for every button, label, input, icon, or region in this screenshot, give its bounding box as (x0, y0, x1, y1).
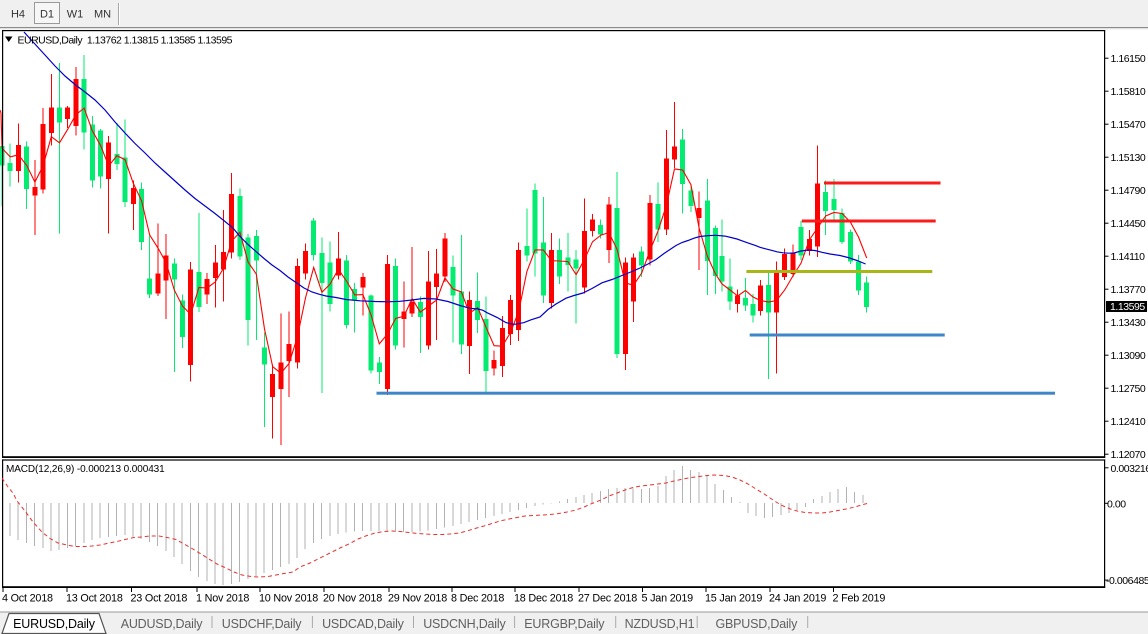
svg-text:1 Nov 2018: 1 Nov 2018 (196, 593, 249, 605)
svg-text:-0.006485: -0.006485 (1106, 575, 1148, 587)
svg-text:24 Jan 2019: 24 Jan 2019 (769, 593, 826, 605)
svg-text:1.13430: 1.13430 (1111, 317, 1146, 329)
svg-text:27 Dec 2018: 27 Dec 2018 (578, 593, 637, 605)
svg-text:EURUSD,Daily 1.13762 1.13815: EURUSD,Daily 1.13762 1.13815 1.13585 1.1… (18, 35, 233, 47)
svg-text:8 Dec 2018: 8 Dec 2018 (451, 593, 504, 605)
svg-text:1.13770: 1.13770 (1111, 284, 1146, 296)
svg-text:1.14790: 1.14790 (1111, 185, 1146, 197)
svg-text:MN: MN (94, 9, 111, 21)
svg-text:1.12750: 1.12750 (1111, 383, 1146, 395)
svg-text:1.13090: 1.13090 (1111, 350, 1146, 362)
svg-text:D1: D1 (40, 9, 54, 21)
svg-text:10 Nov 2018: 10 Nov 2018 (259, 593, 318, 605)
svg-text:0.00: 0.00 (1107, 498, 1126, 510)
svg-text:29 Nov 2018: 29 Nov 2018 (388, 593, 447, 605)
svg-text:4 Oct 2018: 4 Oct 2018 (2, 593, 53, 605)
svg-text:5 Jan 2019: 5 Jan 2019 (642, 593, 694, 605)
svg-text:NZDUSD,H1: NZDUSD,H1 (625, 617, 695, 631)
svg-text:1.15470: 1.15470 (1111, 119, 1146, 131)
svg-text:0.003216: 0.003216 (1111, 463, 1148, 475)
svg-text:USDCAD,Daily: USDCAD,Daily (322, 617, 405, 631)
svg-text:MACD(12,26,9) -0.000213 0.0004: MACD(12,26,9) -0.000213 0.000431 (6, 464, 165, 475)
svg-text:13 Oct 2018: 13 Oct 2018 (66, 593, 123, 605)
svg-text:1.14450: 1.14450 (1111, 218, 1146, 230)
svg-text:USDCNH,Daily: USDCNH,Daily (423, 617, 506, 631)
svg-text:23 Oct 2018: 23 Oct 2018 (131, 593, 188, 605)
svg-text:EURGBP,Daily: EURGBP,Daily (524, 617, 605, 631)
svg-text:18 Dec 2018: 18 Dec 2018 (514, 593, 573, 605)
svg-text:1.14110: 1.14110 (1111, 251, 1146, 263)
svg-text:W1: W1 (67, 9, 84, 21)
svg-text:1.12410: 1.12410 (1111, 416, 1146, 428)
svg-text:USDCHF,Daily: USDCHF,Daily (222, 617, 303, 631)
svg-text:EURUSD,Daily: EURUSD,Daily (13, 617, 96, 631)
svg-text:20 Nov 2018: 20 Nov 2018 (323, 593, 382, 605)
svg-text:1.15810: 1.15810 (1111, 86, 1146, 98)
svg-text:H4: H4 (11, 9, 25, 21)
svg-text:2 Feb 2019: 2 Feb 2019 (833, 593, 886, 605)
svg-text:1.15130: 1.15130 (1111, 152, 1146, 164)
svg-text:1.16150: 1.16150 (1111, 53, 1146, 65)
svg-text:AUDUSD,Daily: AUDUSD,Daily (121, 617, 204, 631)
svg-text:GBPUSD,Daily: GBPUSD,Daily (716, 617, 799, 631)
svg-text:1.13595: 1.13595 (1110, 301, 1145, 313)
svg-text:1.12070: 1.12070 (1111, 449, 1146, 461)
svg-text:15 Jan 2019: 15 Jan 2019 (705, 593, 762, 605)
